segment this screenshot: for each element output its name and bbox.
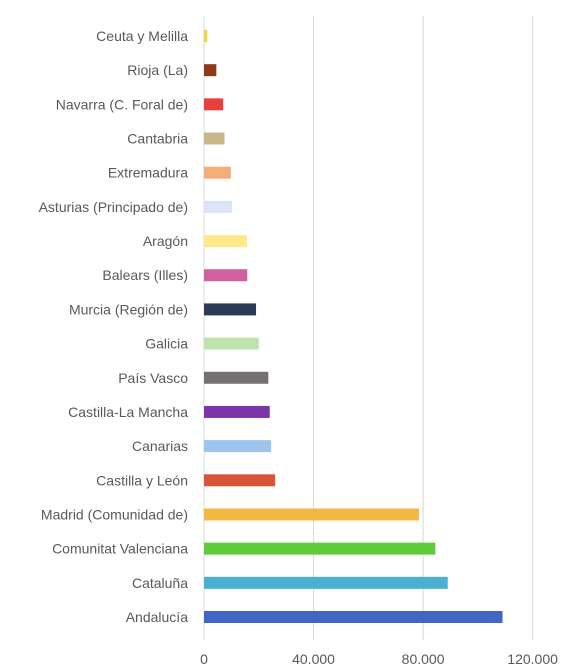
category-label: Aragón	[143, 233, 188, 249]
category-label: Madrid (Comunidad de)	[41, 506, 188, 522]
bars	[204, 30, 503, 623]
bar	[204, 508, 419, 521]
category-label: Cataluña	[132, 575, 188, 591]
bar	[204, 337, 259, 350]
category-label: Comunitat Valenciana	[52, 541, 188, 557]
category-label: Castilla y León	[96, 472, 188, 488]
bar	[204, 611, 503, 623]
x-tick-label: 0	[200, 651, 208, 667]
bar	[204, 132, 225, 145]
bar	[204, 303, 257, 316]
bar	[204, 30, 208, 42]
category-label: Extremadura	[108, 165, 188, 181]
category-label: Navarra (C. Foral de)	[56, 96, 188, 112]
bar	[204, 474, 276, 487]
bar	[204, 405, 270, 418]
x-tick-labels: 0 40.000 80.000 120.000	[200, 651, 558, 667]
category-label: Balears (Illes)	[102, 267, 188, 283]
gridlines	[203, 16, 534, 640]
category-label: Galicia	[145, 336, 188, 352]
bar	[204, 235, 247, 248]
category-label: País Vasco	[118, 370, 188, 386]
category-label: Murcia (Región de)	[69, 301, 188, 317]
category-label: Andalucía	[126, 609, 188, 625]
x-tick-label: 40.000	[292, 651, 335, 667]
bar	[204, 200, 232, 213]
category-label: Castilla-La Mancha	[68, 404, 188, 420]
bar	[204, 371, 269, 384]
category-labels: Ceuta y Melilla Rioja (La) Navarra (C. For…	[39, 28, 189, 625]
bar	[204, 166, 231, 179]
category-label: Ceuta y Melilla	[96, 28, 188, 44]
bar	[204, 98, 224, 111]
x-tick-label: 80.000	[402, 651, 445, 667]
bar	[204, 542, 436, 555]
bar	[204, 64, 217, 77]
x-tick-label: 120.000	[507, 651, 558, 667]
category-label: Canarias	[132, 438, 188, 454]
category-label: Rioja (La)	[127, 62, 188, 78]
category-label: Asturias (Principado de)	[39, 199, 188, 215]
bar	[204, 576, 448, 589]
bar	[204, 269, 248, 282]
category-label: Cantabria	[127, 131, 188, 147]
bar	[204, 440, 272, 453]
